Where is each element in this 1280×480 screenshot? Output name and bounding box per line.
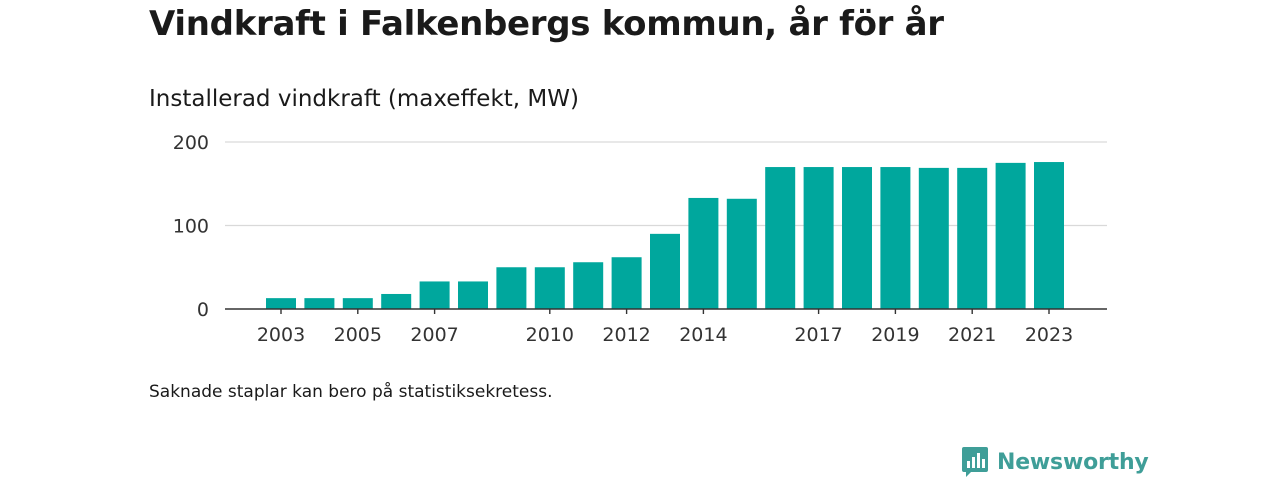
- bar-2015: [726, 198, 757, 309]
- x-tick-label: 2010: [526, 324, 574, 346]
- bar-2012: [611, 257, 642, 309]
- x-tick-label: 2019: [871, 324, 919, 346]
- bar-2010: [534, 267, 565, 309]
- bar-2009: [496, 267, 527, 309]
- bar-2016: [765, 167, 796, 309]
- newsworthy-logo-icon: [962, 447, 988, 477]
- y-tick-label: 100: [173, 216, 209, 238]
- chart-subtitle: Installerad vindkraft (maxeffekt, MW): [149, 86, 579, 112]
- bar-2020: [918, 167, 949, 309]
- bar-2007: [419, 281, 450, 309]
- bar-2017: [803, 167, 834, 309]
- x-tick-label: 2003: [257, 324, 305, 346]
- x-tick-label: 2014: [679, 324, 727, 346]
- bar-2022: [995, 162, 1026, 309]
- bar-2008: [458, 281, 488, 309]
- bar-2003: [266, 298, 296, 309]
- footnote: Saknade staplar kan bero på statistiksek…: [149, 382, 553, 402]
- brand-logo: Newsworthy: [961, 446, 1149, 478]
- bar-2021: [957, 167, 988, 309]
- x-tick-label: 2012: [602, 324, 650, 346]
- bar-2023: [1034, 162, 1064, 309]
- bar-2018: [842, 167, 872, 309]
- bar-2004: [304, 298, 335, 309]
- page-title: Vindkraft i Falkenbergs kommun, år för å…: [149, 4, 944, 44]
- x-tick-label: 2005: [334, 324, 382, 346]
- bar-2014: [688, 197, 719, 309]
- x-tick-label: 2017: [794, 324, 842, 346]
- y-tick-label: 0: [197, 299, 209, 321]
- bar-2019: [880, 167, 911, 309]
- bar-2013: [650, 233, 680, 309]
- bar-2005: [342, 298, 373, 309]
- x-tick-label: 2023: [1025, 324, 1073, 346]
- bar-2011: [573, 262, 604, 309]
- y-tick-label: 200: [173, 132, 209, 154]
- x-tick-label: 2007: [410, 324, 458, 346]
- brand-name: Newsworthy: [997, 449, 1149, 475]
- x-tick-label: 2021: [948, 324, 996, 346]
- bar-2006: [381, 293, 412, 309]
